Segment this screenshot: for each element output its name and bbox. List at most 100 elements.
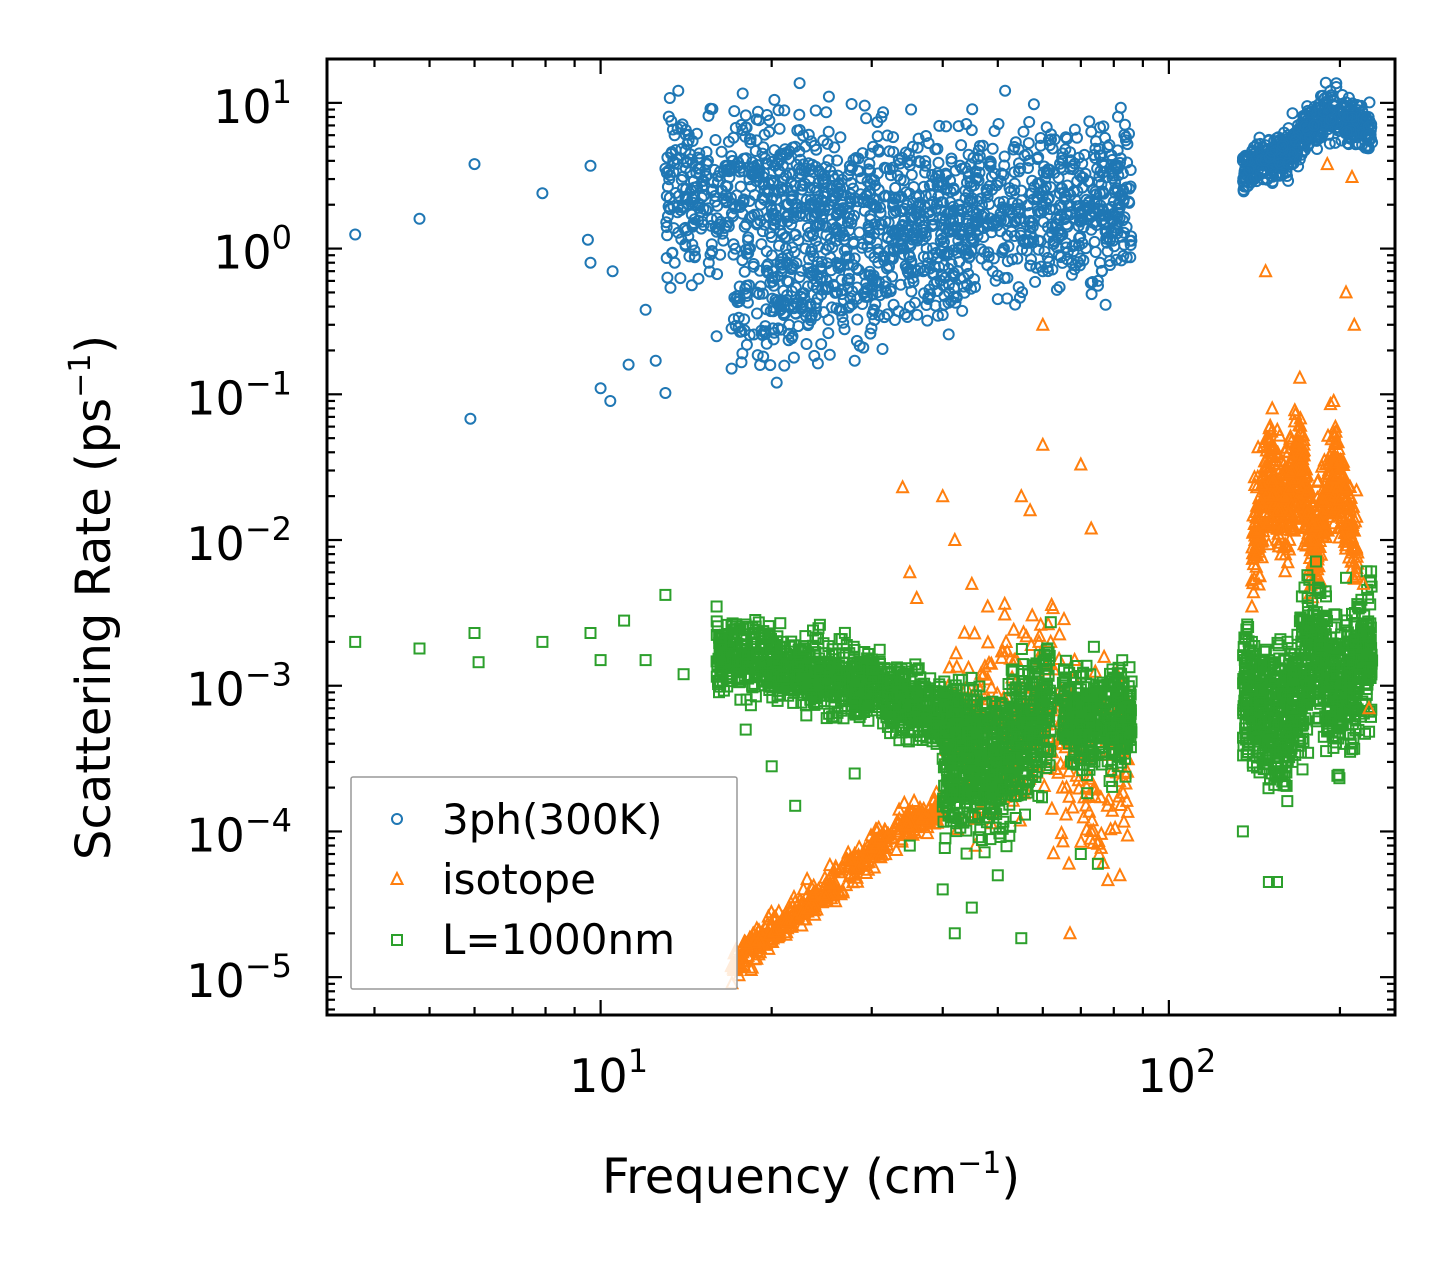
data-point bbox=[959, 184, 972, 197]
data-point bbox=[692, 272, 705, 285]
data-point bbox=[997, 195, 1010, 208]
data-point bbox=[982, 250, 995, 263]
data-point bbox=[869, 179, 882, 192]
data-point bbox=[1034, 177, 1047, 190]
data-point bbox=[1049, 221, 1062, 234]
data-point bbox=[663, 92, 676, 104]
data-point bbox=[709, 134, 722, 146]
data-point bbox=[1006, 253, 1019, 266]
data-point bbox=[747, 258, 760, 270]
data-point bbox=[1031, 153, 1044, 165]
data-point bbox=[983, 180, 996, 192]
data-point bbox=[929, 143, 942, 156]
data-point bbox=[851, 195, 864, 208]
data-point bbox=[838, 229, 851, 242]
data-point bbox=[932, 190, 945, 203]
data-point bbox=[989, 274, 1002, 287]
data-point bbox=[1089, 246, 1102, 258]
data-point bbox=[728, 105, 741, 118]
data-point bbox=[1094, 256, 1106, 269]
data-point bbox=[664, 281, 677, 294]
data-point bbox=[660, 216, 673, 229]
data-point bbox=[882, 190, 895, 203]
data-point bbox=[706, 103, 719, 115]
data-point bbox=[893, 157, 906, 170]
data-point bbox=[847, 153, 860, 166]
data-point bbox=[919, 155, 932, 168]
data-point bbox=[1096, 264, 1108, 277]
data-point bbox=[1050, 283, 1063, 296]
data-point bbox=[1026, 220, 1039, 233]
data-point bbox=[1029, 275, 1042, 288]
data-point bbox=[793, 271, 806, 284]
data-point bbox=[1112, 110, 1124, 123]
data-point bbox=[1096, 203, 1109, 216]
data-point bbox=[1013, 165, 1025, 178]
data-point bbox=[687, 217, 700, 229]
data-point bbox=[802, 128, 815, 141]
data-point bbox=[836, 196, 849, 209]
data-point bbox=[973, 150, 986, 163]
data-point bbox=[804, 181, 816, 194]
data-point bbox=[874, 207, 887, 219]
data-point bbox=[891, 169, 904, 182]
data-point bbox=[726, 210, 739, 223]
data-point bbox=[972, 174, 985, 187]
data-point bbox=[905, 103, 918, 116]
data-point bbox=[684, 153, 697, 166]
data-point bbox=[995, 167, 1008, 180]
data-point bbox=[762, 177, 775, 190]
data-point bbox=[980, 183, 993, 196]
data-point bbox=[1052, 226, 1065, 239]
data-point bbox=[770, 193, 783, 206]
data-point bbox=[1109, 183, 1121, 196]
data-point bbox=[973, 166, 986, 179]
data-point bbox=[1008, 166, 1021, 179]
data-point bbox=[913, 215, 926, 228]
data-point bbox=[661, 229, 674, 242]
data-point bbox=[729, 242, 742, 255]
data-point bbox=[833, 230, 846, 243]
data-point bbox=[844, 196, 857, 209]
data-point bbox=[696, 181, 709, 193]
data-point bbox=[1014, 202, 1027, 215]
data-point bbox=[994, 207, 1007, 220]
data-point bbox=[1079, 167, 1092, 180]
data-point bbox=[933, 119, 946, 132]
data-point bbox=[1086, 276, 1099, 288]
data-point bbox=[1023, 234, 1036, 247]
data-point bbox=[1056, 154, 1069, 167]
data-point bbox=[806, 165, 819, 178]
data-point bbox=[1008, 177, 1021, 190]
data-point bbox=[997, 169, 1010, 181]
data-point bbox=[718, 222, 731, 234]
data-point bbox=[945, 152, 958, 165]
data-point bbox=[1124, 164, 1137, 176]
data-point bbox=[966, 206, 979, 219]
data-point bbox=[992, 118, 1005, 130]
data-point bbox=[700, 146, 713, 158]
data-point bbox=[872, 143, 885, 156]
data-point bbox=[1097, 217, 1110, 230]
data-point bbox=[1089, 152, 1102, 164]
data-point bbox=[1026, 216, 1039, 229]
data-point bbox=[773, 239, 785, 252]
data-point bbox=[817, 134, 830, 147]
data-point bbox=[983, 198, 995, 211]
data-point bbox=[984, 156, 997, 169]
data-point bbox=[1125, 234, 1138, 247]
data-point bbox=[717, 165, 730, 178]
data-point bbox=[737, 152, 750, 165]
data-point bbox=[663, 191, 676, 204]
data-point bbox=[844, 188, 857, 201]
data-point bbox=[1053, 281, 1066, 294]
data-point bbox=[920, 130, 932, 142]
data-point bbox=[672, 84, 685, 97]
data-point bbox=[875, 218, 888, 231]
data-point bbox=[972, 223, 984, 236]
data-point bbox=[781, 211, 794, 223]
data-point bbox=[1104, 234, 1117, 247]
data-point bbox=[843, 272, 856, 285]
data-point bbox=[711, 268, 724, 281]
